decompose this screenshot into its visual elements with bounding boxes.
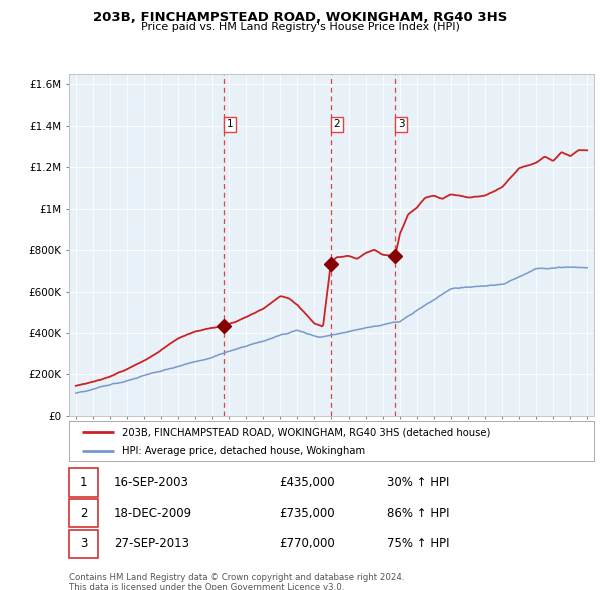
Text: £735,000: £735,000 bbox=[279, 507, 335, 520]
Text: 3: 3 bbox=[80, 537, 87, 550]
Text: 1: 1 bbox=[227, 119, 233, 129]
Text: 203B, FINCHAMPSTEAD ROAD, WOKINGHAM, RG40 3HS (detached house): 203B, FINCHAMPSTEAD ROAD, WOKINGHAM, RG4… bbox=[121, 427, 490, 437]
Text: 16-SEP-2003: 16-SEP-2003 bbox=[114, 476, 189, 489]
Text: £435,000: £435,000 bbox=[279, 476, 335, 489]
Text: 1: 1 bbox=[80, 476, 87, 489]
Text: 2: 2 bbox=[80, 507, 87, 520]
Text: This data is licensed under the Open Government Licence v3.0.: This data is licensed under the Open Gov… bbox=[69, 583, 344, 590]
Text: 18-DEC-2009: 18-DEC-2009 bbox=[114, 507, 192, 520]
Text: 27-SEP-2013: 27-SEP-2013 bbox=[114, 537, 189, 550]
Text: Price paid vs. HM Land Registry's House Price Index (HPI): Price paid vs. HM Land Registry's House … bbox=[140, 22, 460, 32]
Text: 203B, FINCHAMPSTEAD ROAD, WOKINGHAM, RG40 3HS: 203B, FINCHAMPSTEAD ROAD, WOKINGHAM, RG4… bbox=[93, 11, 507, 24]
Text: Contains HM Land Registry data © Crown copyright and database right 2024.: Contains HM Land Registry data © Crown c… bbox=[69, 573, 404, 582]
Text: 86% ↑ HPI: 86% ↑ HPI bbox=[387, 507, 449, 520]
Text: 30% ↑ HPI: 30% ↑ HPI bbox=[387, 476, 449, 489]
Text: 75% ↑ HPI: 75% ↑ HPI bbox=[387, 537, 449, 550]
Text: 2: 2 bbox=[334, 119, 340, 129]
Text: 3: 3 bbox=[398, 119, 404, 129]
Text: HPI: Average price, detached house, Wokingham: HPI: Average price, detached house, Woki… bbox=[121, 445, 365, 455]
Text: £770,000: £770,000 bbox=[279, 537, 335, 550]
